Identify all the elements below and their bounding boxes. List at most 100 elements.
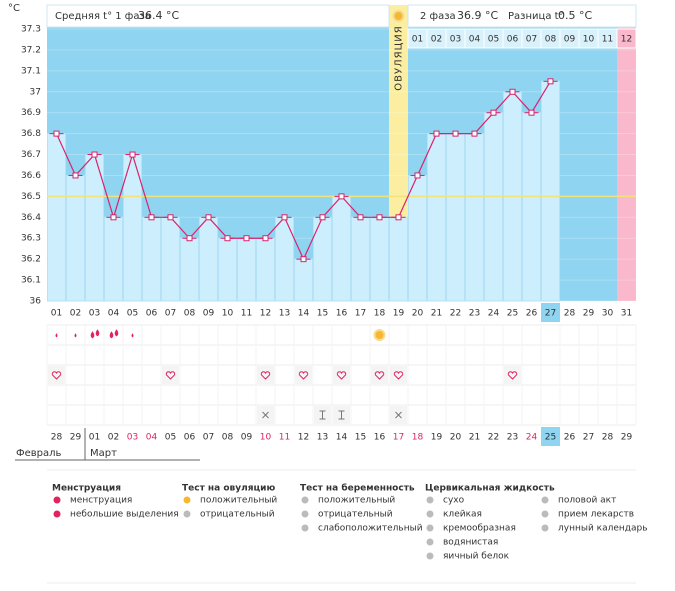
bar (332, 195, 351, 302)
marker (72, 172, 79, 179)
x-tick-label: 21 (431, 309, 442, 319)
legend-icon (426, 524, 434, 532)
calendar-date: 08 (222, 433, 234, 443)
marker (376, 214, 383, 221)
legend-icon (541, 496, 549, 504)
calendar-date: 03 (127, 433, 138, 443)
calendar-date: 02 (108, 433, 119, 443)
calendar-date: 19 (431, 433, 443, 443)
x-tick-label: 06 (146, 309, 158, 319)
marker (319, 214, 326, 221)
drop-icon (74, 333, 77, 338)
sun-icon (392, 10, 405, 22)
heart-icon (51, 371, 62, 380)
calendar-date: 24 (526, 433, 538, 443)
legend-icon (53, 510, 61, 518)
legend-item: положительный (318, 496, 395, 506)
drop-icon (95, 329, 100, 337)
x-tick-label: 10 (222, 309, 234, 319)
bar (104, 216, 123, 302)
x-tick-label: 04 (108, 309, 120, 319)
dry-icon (395, 411, 402, 419)
bar (142, 216, 161, 302)
marker (167, 214, 174, 221)
header-right (407, 4, 637, 28)
x-tick-label: 09 (203, 309, 215, 319)
drop-icon (55, 333, 58, 338)
phase2-day: 07 (526, 35, 537, 45)
bar (199, 216, 218, 302)
heart-icon (165, 371, 176, 380)
legend-icon (426, 510, 434, 518)
phase2-day: 11 (602, 35, 613, 45)
cell-bg (504, 366, 521, 384)
calendar-date: 05 (165, 433, 176, 443)
dry-icon (262, 411, 269, 419)
phase2-day: 10 (583, 35, 595, 45)
y-tick-label: 36.1 (21, 276, 41, 286)
legend-item: кремообразная (443, 524, 516, 534)
x-tick-label: 11 (241, 309, 252, 319)
x-tick-label: 25 (507, 309, 518, 319)
legend-icon (541, 510, 549, 518)
marker (452, 130, 459, 137)
calendar-date: 16 (374, 433, 386, 443)
legend-icon (426, 496, 434, 504)
bar (522, 112, 541, 302)
legend-title: Цервикальная жидкость (425, 484, 555, 494)
calendar-date: 07 (203, 433, 214, 443)
marker (414, 172, 421, 179)
heart-icon (507, 371, 518, 380)
bar (408, 174, 427, 302)
bar (180, 237, 199, 302)
x-tick-label: 03 (89, 309, 100, 319)
bar (161, 216, 180, 302)
legend-item: яичный белок (443, 552, 510, 562)
calendar-date: 29 (70, 433, 82, 443)
x-tick-label: 13 (279, 309, 290, 319)
y-tick-label: 37.3 (21, 25, 41, 35)
bar (465, 133, 484, 302)
heart-icon (298, 371, 309, 380)
legend-item: слабоположительный (318, 524, 423, 534)
legend-item: прием лекарств (558, 510, 634, 520)
marker (471, 130, 478, 137)
marker (300, 256, 307, 263)
last-day-column (617, 27, 636, 301)
x-tick-label: 19 (393, 309, 405, 319)
bar (351, 216, 370, 302)
legend-icon (183, 510, 191, 518)
phase2-day: 05 (488, 35, 499, 45)
bar (47, 133, 66, 302)
calendar-date: 27 (583, 433, 594, 443)
phase2-value: 36.9 °C (457, 9, 498, 22)
legend-item: лунный календарь (558, 524, 648, 534)
marker (91, 151, 98, 158)
y-tick-label: 36.6 (21, 171, 41, 181)
calendar-date: 22 (488, 433, 499, 443)
heart-icon (336, 371, 347, 380)
calendar-date: 18 (412, 433, 424, 443)
legend-title: Тест на беременность (300, 483, 415, 494)
x-tick-label: 22 (450, 309, 461, 319)
legend-title: Тест на овуляцию (182, 484, 275, 494)
cell-bg (162, 366, 179, 384)
phase1-label: Средняя t° 1 фаза (55, 11, 151, 22)
phase2-day: 01 (412, 35, 423, 45)
marker (281, 214, 288, 221)
cell-bg (48, 366, 65, 384)
legend-icon (53, 496, 61, 504)
y-axis-label: °C (8, 3, 20, 14)
calendar-date: 17 (393, 433, 404, 443)
x-tick-label: 02 (70, 309, 81, 319)
calendar-date: 28 (602, 433, 614, 443)
marker (509, 88, 516, 95)
y-tick-label: 37.2 (21, 45, 41, 55)
legend-icon (426, 538, 434, 546)
diff-label: Разница t° (508, 11, 564, 22)
calendar-date: 01 (89, 433, 100, 443)
legend-item: небольшие выделения (70, 510, 179, 520)
y-tick-label: 36.2 (21, 255, 41, 265)
marker (490, 109, 497, 116)
